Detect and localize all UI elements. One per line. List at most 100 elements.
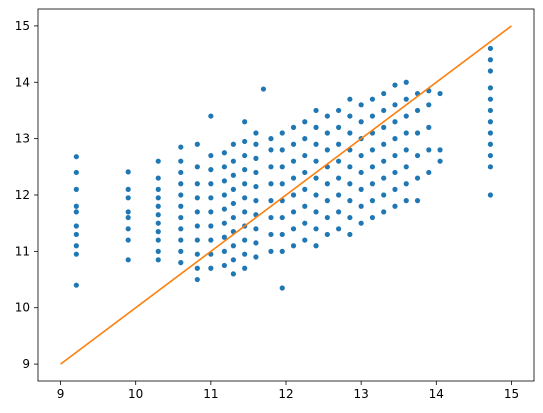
data-point xyxy=(290,226,297,232)
data-point xyxy=(242,181,248,187)
data-point xyxy=(347,181,353,187)
data-point xyxy=(268,231,274,238)
data-point xyxy=(221,150,227,156)
data-point xyxy=(347,130,353,136)
data-point xyxy=(403,147,409,153)
data-point xyxy=(242,195,248,201)
data-point xyxy=(347,96,353,102)
data-point xyxy=(194,223,200,229)
data-point xyxy=(194,209,200,215)
data-point xyxy=(221,164,227,170)
data-point xyxy=(313,192,319,198)
data-point xyxy=(279,147,285,153)
data-point xyxy=(155,248,161,254)
data-point xyxy=(242,119,248,125)
data-point xyxy=(221,206,227,212)
data-point xyxy=(347,198,353,204)
data-point xyxy=(155,203,161,209)
data-point xyxy=(155,220,161,226)
data-point xyxy=(125,237,131,243)
data-point xyxy=(313,158,319,164)
data-point xyxy=(73,282,79,288)
data-point xyxy=(313,209,319,215)
data-point xyxy=(369,164,376,170)
data-point xyxy=(324,198,330,204)
data-point xyxy=(381,107,387,114)
data-point xyxy=(313,226,319,232)
data-point xyxy=(347,113,353,119)
data-point xyxy=(392,186,398,192)
data-point xyxy=(392,119,398,125)
data-point xyxy=(290,175,297,181)
data-point xyxy=(194,181,200,187)
data-point xyxy=(302,203,308,209)
data-point xyxy=(155,175,161,181)
data-point xyxy=(381,175,387,181)
data-point xyxy=(230,243,236,249)
data-point xyxy=(336,107,342,114)
data-point xyxy=(381,124,387,130)
data-point xyxy=(125,226,131,232)
data-point xyxy=(403,181,409,187)
data-point xyxy=(487,141,494,147)
data-point xyxy=(253,198,259,204)
data-point xyxy=(194,265,200,271)
data-point xyxy=(487,45,494,52)
data-point xyxy=(208,223,214,229)
data-point xyxy=(194,276,200,283)
data-point xyxy=(208,152,214,159)
data-point xyxy=(178,260,184,266)
data-point xyxy=(487,107,494,114)
data-point xyxy=(324,214,330,221)
data-point xyxy=(242,209,248,215)
data-point xyxy=(178,169,184,176)
data-point xyxy=(73,231,79,238)
data-point xyxy=(358,169,364,176)
data-point xyxy=(178,248,184,254)
data-point xyxy=(381,90,387,97)
data-point xyxy=(279,164,285,170)
data-point xyxy=(313,141,319,147)
data-point xyxy=(302,237,308,243)
data-point xyxy=(290,243,297,249)
y-tick-label: 15 xyxy=(15,19,30,33)
identity-line xyxy=(60,25,512,365)
data-point xyxy=(268,181,274,187)
data-point xyxy=(392,136,398,142)
data-point xyxy=(358,119,364,125)
data-point xyxy=(358,220,364,226)
data-point xyxy=(392,82,398,88)
x-tick-label: 11 xyxy=(203,387,218,401)
data-point xyxy=(178,237,184,243)
x-tick-label: 12 xyxy=(278,387,293,401)
data-point xyxy=(290,192,297,198)
data-point xyxy=(302,169,308,176)
data-point xyxy=(313,175,319,181)
data-point xyxy=(403,96,409,102)
data-point xyxy=(336,141,342,147)
data-point xyxy=(426,124,432,130)
data-point xyxy=(155,257,161,263)
data-point xyxy=(268,136,274,142)
data-point xyxy=(230,200,236,207)
data-point xyxy=(403,164,409,170)
data-point xyxy=(208,113,214,119)
data-point xyxy=(487,57,494,63)
data-point xyxy=(302,186,308,192)
data-point xyxy=(230,158,236,164)
data-point xyxy=(208,237,214,243)
data-point xyxy=(358,152,364,159)
data-point xyxy=(414,175,421,181)
data-point xyxy=(426,102,432,108)
data-point xyxy=(358,186,364,192)
data-point xyxy=(194,164,200,170)
data-point xyxy=(324,231,330,238)
data-point xyxy=(358,102,364,108)
y-tick-label: 13 xyxy=(15,132,30,146)
data-point xyxy=(253,183,259,190)
data-point xyxy=(403,79,409,85)
data-point xyxy=(208,167,214,173)
data-point xyxy=(125,257,131,263)
data-point xyxy=(336,175,342,181)
